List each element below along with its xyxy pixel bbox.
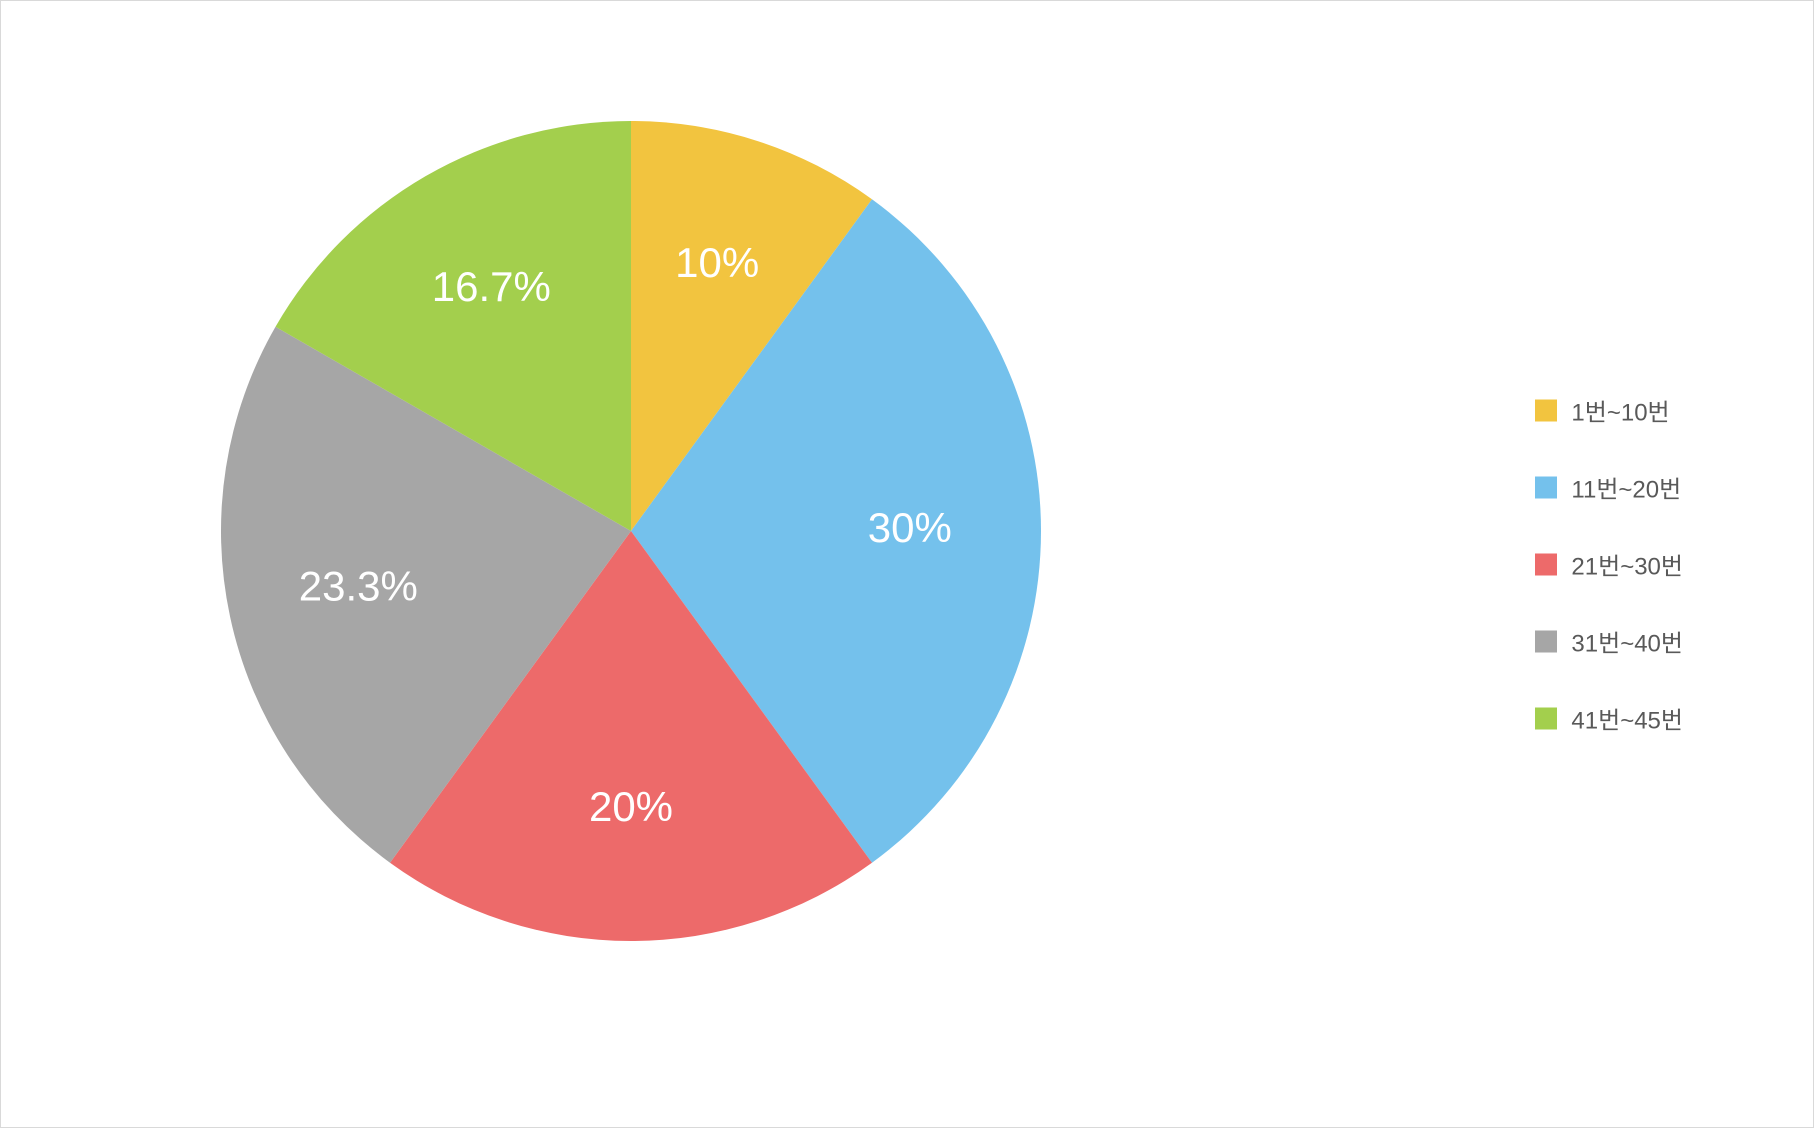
pie-slice-label: 10% — [675, 239, 759, 286]
chart-frame: 10% 30% 20% 23.3% 16.7% 1번~10번 11번~20번 21번~30번… — [0, 0, 1814, 1128]
chart-area: 10% 30% 20% 23.3% 16.7% 1번~10번 11번~20번 21번~30번… — [1, 1, 1813, 1127]
legend-item: 41번~45번 — [1535, 701, 1683, 736]
legend: 1번~10번 11번~20번 21번~30번 31번~40번 41번~45번 — [1535, 393, 1683, 736]
pie-slice-label: 23.3% — [299, 562, 418, 609]
legend-label: 41번~45번 — [1571, 701, 1683, 736]
legend-swatch — [1535, 707, 1557, 729]
pie-chart: 10% 30% 20% 23.3% 16.7% — [221, 121, 1041, 941]
legend-label: 1번~10번 — [1571, 393, 1669, 428]
legend-item: 1번~10번 — [1535, 393, 1683, 428]
legend-swatch — [1535, 476, 1557, 498]
legend-item: 11번~20번 — [1535, 470, 1683, 505]
legend-swatch — [1535, 553, 1557, 575]
legend-item: 21번~30번 — [1535, 547, 1683, 582]
legend-label: 11번~20번 — [1571, 470, 1681, 505]
legend-label: 31번~40번 — [1571, 624, 1683, 659]
pie-slice-label: 30% — [868, 504, 952, 551]
legend-swatch — [1535, 399, 1557, 421]
legend-item: 31번~40번 — [1535, 624, 1683, 659]
pie-slice-label: 16.7% — [432, 263, 551, 310]
legend-swatch — [1535, 630, 1557, 652]
pie-slice-label: 20% — [589, 783, 673, 830]
legend-label: 21번~30번 — [1571, 547, 1683, 582]
